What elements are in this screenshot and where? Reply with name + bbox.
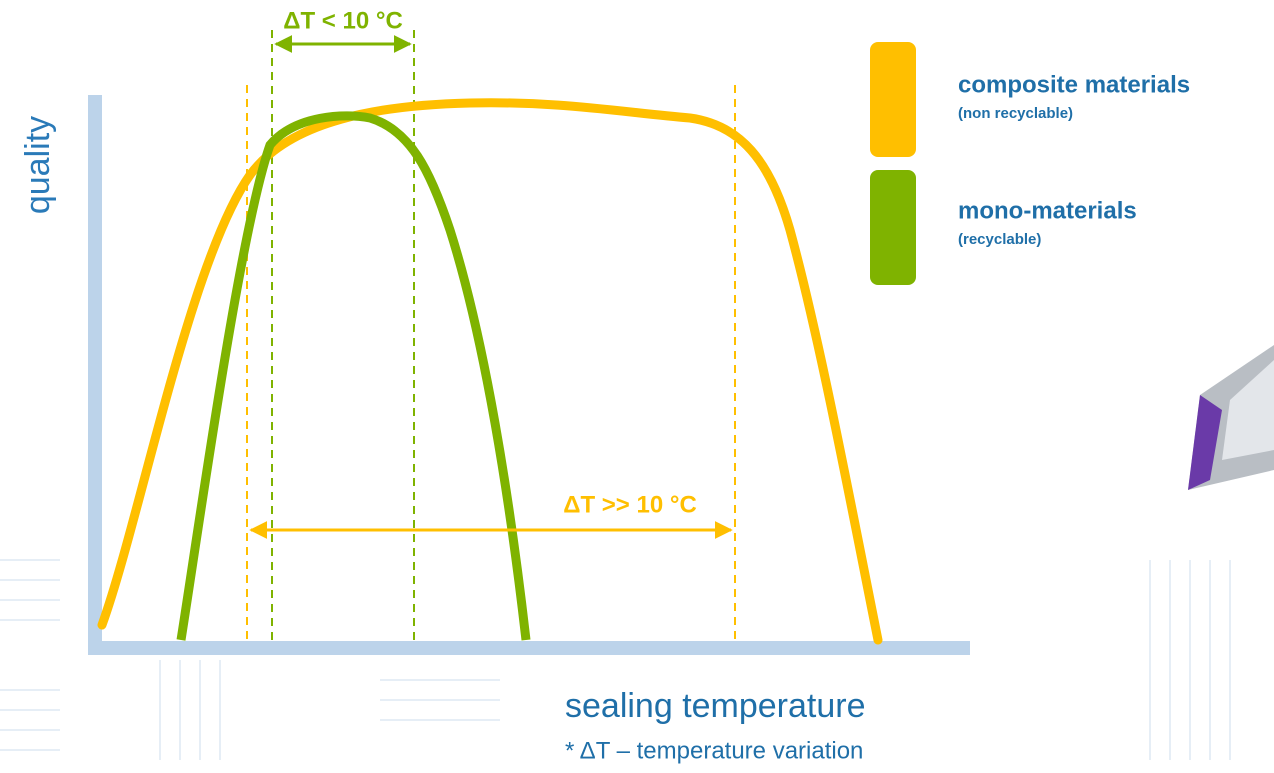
- nozzle-image: [1188, 345, 1274, 490]
- legend-label: mono-materials: [958, 197, 1137, 224]
- x-axis-label: sealing temperature: [565, 687, 866, 725]
- background-pattern: [0, 559, 1231, 760]
- legend-label: composite materials: [958, 71, 1190, 98]
- legend-swatch: [870, 42, 916, 157]
- guide-lines: [246, 30, 736, 645]
- y-axis-label: quality: [19, 116, 57, 214]
- x-axis: [88, 641, 970, 655]
- narrow-label: ΔT < 10 °C: [283, 7, 403, 34]
- legend-note: (recyclable): [958, 231, 1041, 248]
- y-axis: [88, 95, 102, 655]
- footnote: * ΔT – temperature variation: [565, 737, 863, 764]
- legend-note: (non recyclable): [958, 105, 1073, 122]
- wide-label: ΔT >> 10 °C: [563, 491, 697, 518]
- legend-swatch: [870, 170, 916, 285]
- composite-curve: [97, 98, 883, 645]
- mono-curve: [176, 111, 531, 641]
